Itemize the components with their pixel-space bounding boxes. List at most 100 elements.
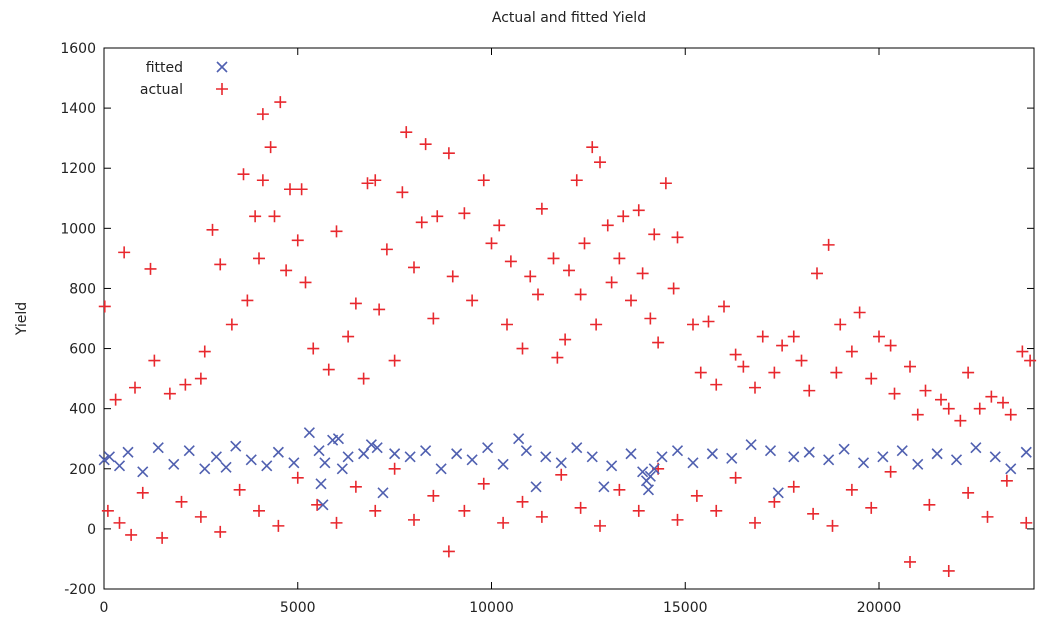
fitted-point (671, 445, 684, 457)
actual-point (516, 495, 529, 508)
actual-point (415, 216, 428, 229)
actual-point (954, 414, 967, 427)
actual-point (888, 387, 901, 400)
actual-point (446, 270, 459, 283)
actual-point (198, 345, 211, 358)
actual-point (803, 384, 816, 397)
y-tick-label: 1400 (60, 101, 96, 117)
actual-point (749, 516, 761, 529)
fitted-point (625, 448, 637, 460)
fitted-point (745, 439, 757, 451)
y-tick-label: -200 (64, 582, 96, 598)
actual-point (144, 262, 157, 275)
actual-point (737, 360, 750, 373)
actual-point (532, 288, 544, 301)
fitted-point (199, 463, 211, 475)
actual-point (632, 504, 645, 517)
actual-point (973, 402, 986, 415)
actual-point (291, 234, 304, 247)
actual-point (194, 372, 207, 385)
fitted-point (598, 481, 610, 493)
actual-point (578, 237, 591, 250)
actual-point (559, 333, 572, 346)
actual-point (671, 231, 684, 244)
series-actual (98, 96, 1037, 577)
fitted-point (288, 457, 300, 469)
actual-point (109, 393, 122, 406)
fitted-point (788, 451, 800, 463)
fitted-point (642, 484, 655, 496)
fitted-point (168, 458, 180, 470)
actual-point (919, 384, 932, 397)
actual-point (574, 501, 587, 514)
actual-point (237, 168, 250, 181)
actual-point (504, 255, 517, 268)
actual-point (268, 210, 281, 223)
actual-point (555, 468, 568, 481)
actual-point (427, 489, 440, 502)
actual-point (125, 528, 138, 541)
actual-point (690, 489, 703, 502)
fitted-point (520, 445, 532, 457)
actual-point (590, 318, 603, 331)
actual-point (249, 210, 262, 223)
fitted-point (912, 458, 924, 470)
y-tick-label: 0 (87, 522, 96, 538)
actual-point (299, 276, 312, 289)
fitted-point (637, 466, 649, 478)
fitted-point (555, 457, 567, 469)
fitted-point (530, 481, 542, 493)
fitted-point (98, 454, 110, 466)
x-tick-label: 15000 (663, 600, 708, 616)
actual-point (826, 519, 839, 532)
fitted-point (389, 448, 401, 460)
actual-point (113, 516, 126, 529)
actual-point (1004, 408, 1017, 421)
actual-point (516, 342, 529, 355)
fitted-point (332, 433, 345, 445)
actual-point (493, 219, 506, 232)
actual-point (179, 378, 192, 391)
actual-point (563, 264, 575, 277)
actual-point (923, 498, 936, 511)
actual-point (659, 177, 672, 190)
fitted-point (931, 448, 943, 460)
x-tick-label: 10000 (469, 600, 514, 616)
actual-point (477, 174, 490, 187)
actual-point (911, 408, 924, 421)
actual-point (807, 507, 820, 520)
actual-point (648, 228, 661, 241)
fitted-point (319, 457, 331, 469)
fitted-point (648, 463, 660, 475)
actual-point (369, 504, 382, 517)
actual-point (636, 267, 649, 280)
actual-point (687, 318, 699, 331)
fitted-point (586, 451, 598, 463)
actual-point (749, 381, 761, 394)
y-tick-label: 600 (69, 342, 96, 358)
actual-point (904, 555, 916, 568)
actual-point (601, 219, 614, 232)
fitted-point (896, 445, 908, 457)
actual-point (291, 471, 304, 484)
fitted-point (726, 452, 738, 464)
actual-point (295, 183, 308, 196)
actual-point (694, 366, 707, 379)
actual-point (942, 402, 955, 415)
actual-point (822, 238, 835, 251)
actual-point (129, 381, 141, 394)
actual-point (280, 264, 293, 277)
fitted-point (220, 461, 232, 473)
fitted-point (137, 466, 149, 478)
fitted-point (404, 451, 416, 463)
actual-point (264, 141, 277, 154)
fitted-point (303, 427, 315, 439)
actual-point (853, 306, 866, 319)
fitted-point (838, 443, 850, 455)
fitted-point (245, 454, 257, 466)
fitted-point (706, 448, 718, 460)
actual-point (904, 360, 916, 373)
actual-point (710, 378, 723, 391)
fitted-point (482, 442, 494, 454)
